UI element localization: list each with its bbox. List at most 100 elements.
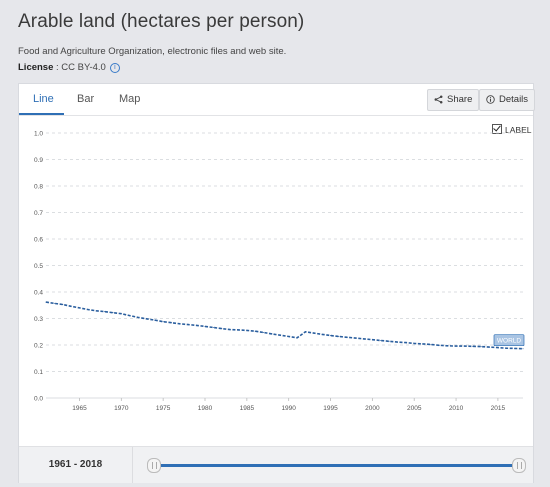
info-icon[interactable]: i — [109, 63, 120, 73]
data-point — [489, 346, 491, 348]
data-point — [212, 327, 214, 329]
label-toggle[interactable]: LABEL — [492, 124, 531, 135]
share-icon — [434, 95, 443, 104]
year-range-slider[interactable] — [154, 464, 520, 467]
data-point — [112, 312, 114, 314]
page-title: Arable land (hectares per person) — [18, 11, 305, 32]
data-point — [70, 305, 72, 307]
license-label: License — [18, 62, 54, 73]
data-point — [196, 324, 198, 326]
license-value: : CC BY-4.0 — [53, 62, 106, 73]
data-point — [296, 337, 298, 339]
label-toggle-text: LABEL — [505, 125, 532, 135]
x-tick-label: 1970 — [114, 405, 129, 412]
data-point — [304, 331, 306, 333]
x-tick-label: 1980 — [198, 405, 213, 412]
data-point — [246, 329, 248, 331]
data-point — [463, 345, 465, 347]
data-point — [396, 341, 398, 343]
tab-map[interactable]: Map — [119, 93, 141, 105]
y-tick-label: 0.0 — [34, 396, 43, 403]
data-point — [413, 342, 415, 344]
data-point — [522, 348, 524, 350]
y-tick-label: 0.7 — [34, 210, 43, 217]
data-point — [95, 310, 97, 312]
details-button[interactable]: Details — [479, 89, 536, 111]
data-point — [405, 342, 407, 344]
series-line-world — [45, 301, 524, 350]
data-point — [120, 313, 122, 315]
data-point — [447, 345, 449, 347]
data-point — [480, 346, 482, 348]
tab-bar-chart[interactable]: Bar — [77, 93, 95, 105]
data-point — [162, 321, 164, 323]
x-tick-label: 1995 — [323, 405, 338, 412]
series-label-box — [493, 334, 525, 347]
y-tick-label: 0.6 — [34, 237, 43, 244]
data-point — [514, 347, 516, 349]
data-point — [154, 319, 156, 321]
y-tick-label: 0.4 — [34, 290, 43, 297]
data-point — [472, 345, 474, 347]
tab-line[interactable]: Line — [33, 93, 54, 105]
x-tick-label: 1975 — [156, 405, 171, 412]
y-tick-label: 0.1 — [34, 369, 43, 376]
y-tick-label: 1.0 — [34, 131, 43, 138]
data-point — [53, 302, 55, 304]
tab-bar: Line Bar Map Share Details — [19, 84, 536, 116]
y-tick-label: 0.3 — [34, 316, 43, 323]
x-tick-label: 1985 — [240, 405, 255, 412]
data-point — [380, 339, 382, 341]
data-point — [179, 323, 181, 325]
x-tick-label: 2010 — [449, 405, 464, 412]
data-point — [271, 333, 273, 335]
y-tick-label: 0.2 — [34, 343, 43, 350]
data-point — [355, 337, 357, 339]
line-chart: 0.0 0.1 0.2 0.3 0.4 0.5 0.6 0.7 0.8 0.9 1.0 1965 197… — [34, 131, 525, 412]
share-label: Share — [447, 94, 473, 105]
label-checkbox[interactable] — [492, 124, 502, 134]
license-line: License : CC BY-4.0 i — [18, 62, 120, 73]
data-point — [45, 301, 47, 303]
data-point — [388, 340, 390, 342]
x-tick-label: 1965 — [72, 405, 87, 412]
data-point — [187, 324, 189, 326]
data-point — [221, 328, 223, 330]
data-point — [254, 330, 256, 332]
data-point — [321, 333, 323, 335]
data-point — [78, 307, 80, 309]
share-button[interactable]: Share — [427, 89, 480, 111]
range-footer: 1961 - 2018 — [19, 446, 533, 483]
info-circle-icon — [486, 95, 495, 104]
data-point — [288, 336, 290, 338]
source-text: Food and Agriculture Organization, elect… — [18, 46, 287, 57]
x-tick-label: 2005 — [407, 405, 422, 412]
chart-card: Line Bar Map Share Details LABEL 0.0 0.1 0… — [18, 83, 536, 483]
data-point — [263, 332, 265, 334]
data-point — [455, 345, 457, 347]
data-point — [229, 329, 231, 331]
active-tab-indicator — [19, 113, 64, 115]
data-point — [505, 347, 507, 349]
y-tick-label: 0.8 — [34, 184, 43, 191]
y-tick-label: 0.5 — [34, 263, 43, 270]
data-point — [430, 343, 432, 345]
data-point — [62, 303, 64, 305]
data-point — [497, 347, 499, 349]
data-point — [237, 329, 239, 331]
series-label-world: WORLD — [497, 338, 522, 345]
y-tick-label: 0.9 — [34, 157, 43, 164]
data-point — [137, 316, 139, 318]
data-point — [104, 311, 106, 313]
data-point — [129, 315, 131, 317]
data-point — [313, 332, 315, 334]
data-point — [338, 336, 340, 338]
details-label: Details — [499, 94, 529, 105]
x-tick-label: 1990 — [281, 405, 296, 412]
slider-start-handle[interactable] — [147, 458, 161, 473]
data-point — [145, 318, 147, 320]
data-point — [363, 338, 365, 340]
data-point — [346, 336, 348, 338]
slider-end-handle[interactable] — [512, 458, 526, 473]
data-point — [422, 343, 424, 345]
